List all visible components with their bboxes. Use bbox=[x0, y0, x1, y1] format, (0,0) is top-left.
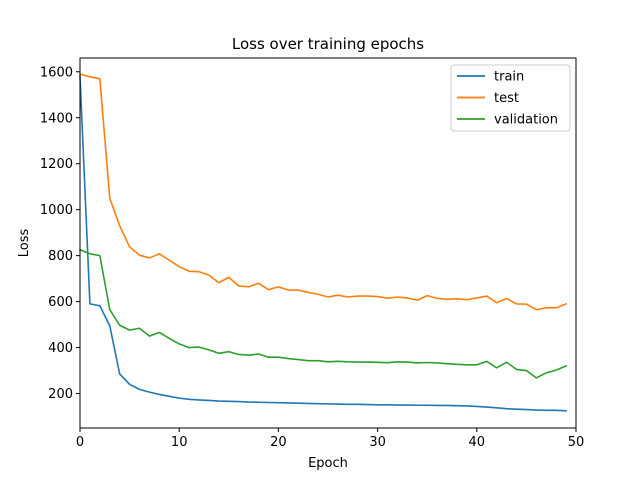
x-axis-label: Epoch bbox=[308, 456, 348, 471]
y-tick-label: 200 bbox=[48, 387, 73, 402]
legend-label-train: train bbox=[494, 70, 524, 85]
y-axis-ticks: 200 400 600 800 1000 1200 1400 1600 bbox=[40, 65, 80, 402]
axes-frame bbox=[79, 57, 577, 429]
legend-box bbox=[450, 64, 571, 132]
y-tick-label: 1600 bbox=[40, 65, 73, 80]
series-line-test bbox=[79, 73, 568, 311]
y-tick-label: 600 bbox=[48, 295, 73, 310]
series-line-train bbox=[79, 75, 567, 412]
x-axis-ticks: 0 10 20 30 40 50 bbox=[76, 428, 584, 450]
y-tick-label: 1200 bbox=[40, 157, 73, 172]
y-tick-label: 800 bbox=[48, 249, 73, 264]
y-axis-label: Loss bbox=[17, 229, 32, 258]
x-tick-label: 30 bbox=[369, 435, 386, 450]
y-tick-label: 1400 bbox=[40, 111, 73, 126]
y-tick-label: 400 bbox=[48, 341, 73, 356]
chart-title: Loss over training epochs bbox=[232, 35, 424, 53]
legend-label-test: test bbox=[494, 91, 519, 106]
y-tick-label: 1000 bbox=[40, 203, 73, 218]
x-tick-label: 0 bbox=[76, 435, 84, 450]
x-tick-label: 50 bbox=[568, 435, 585, 450]
legend-label-validation: validation bbox=[494, 113, 558, 128]
plot-area bbox=[78, 73, 568, 412]
x-tick-label: 10 bbox=[171, 435, 188, 450]
x-tick-label: 40 bbox=[469, 435, 486, 450]
legend: train test validation bbox=[450, 64, 571, 132]
x-tick-label: 20 bbox=[270, 435, 287, 450]
series-line-validation bbox=[78, 248, 568, 379]
